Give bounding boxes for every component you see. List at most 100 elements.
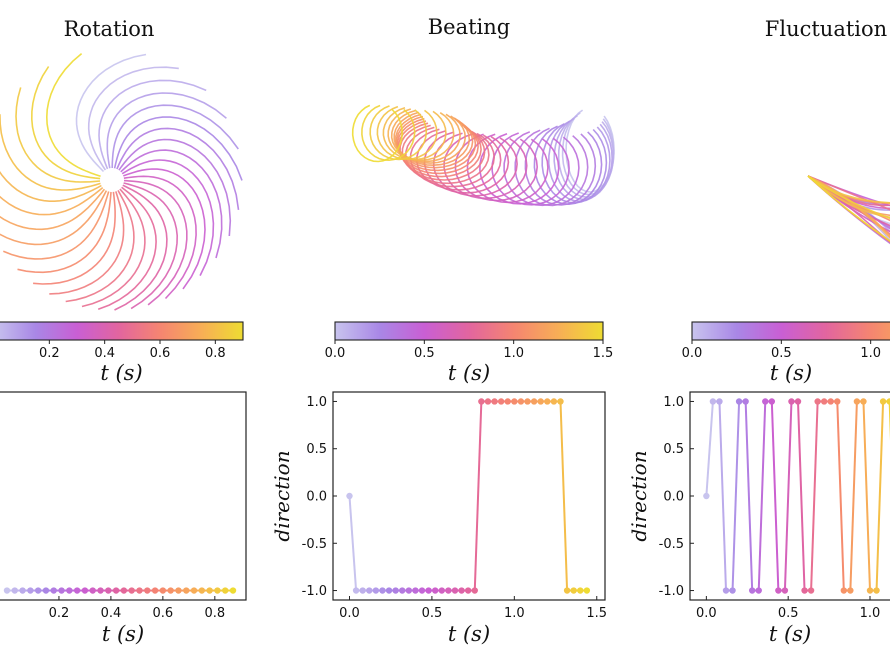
colorbar-tick-label: 0.0 bbox=[682, 346, 703, 361]
direction-point bbox=[229, 587, 237, 594]
x-axis-label: t (s) bbox=[102, 622, 144, 646]
direction-point bbox=[451, 587, 459, 594]
y-tick-label: 0.0 bbox=[306, 490, 327, 505]
trajectory-line bbox=[15, 87, 101, 183]
direction-point bbox=[497, 398, 505, 405]
colorbar-tick-label: 0.8 bbox=[205, 346, 226, 361]
y-tick-label: -1.0 bbox=[302, 584, 327, 599]
x-tick-label: 0.5 bbox=[778, 606, 799, 621]
trajectory-line bbox=[120, 149, 223, 259]
direction-point bbox=[814, 398, 821, 405]
trajectory-line bbox=[491, 132, 570, 206]
x-tick-label: 0.0 bbox=[696, 606, 717, 621]
direction-point bbox=[105, 587, 112, 594]
x-tick-label: 1.5 bbox=[586, 606, 607, 621]
trajectory-line bbox=[116, 127, 240, 211]
x-tick-label: 0.6 bbox=[153, 606, 174, 621]
direction-point bbox=[834, 398, 841, 405]
trajectory-line bbox=[123, 182, 179, 310]
direction-point bbox=[81, 587, 89, 594]
direction-point bbox=[399, 587, 406, 594]
direction-point bbox=[853, 398, 861, 405]
colorbar-tick-label: 1.5 bbox=[593, 346, 614, 361]
direction-point bbox=[524, 398, 531, 405]
trajectory-line bbox=[395, 115, 474, 169]
direction-point bbox=[183, 587, 190, 594]
direction-point bbox=[703, 492, 710, 500]
y-tick-label: -1.0 bbox=[659, 584, 684, 599]
trajectory-line bbox=[0, 188, 106, 231]
direction-point bbox=[716, 398, 723, 405]
trajectory-line bbox=[0, 190, 108, 246]
direction-point bbox=[425, 587, 432, 594]
direction-series-segment bbox=[836, 401, 845, 591]
direction-point bbox=[866, 587, 874, 594]
direction-point bbox=[405, 587, 413, 594]
direction-series-segment bbox=[875, 401, 885, 591]
direction-point bbox=[794, 398, 802, 405]
direction-point bbox=[206, 587, 213, 594]
trajectory-line bbox=[87, 66, 179, 171]
y-tick-label: 0.5 bbox=[306, 442, 327, 457]
trajectory-line bbox=[399, 122, 482, 178]
direction-point bbox=[768, 398, 776, 405]
colorbar-beating: 0.0 0.5 1.0 1.5 t (s) bbox=[325, 321, 614, 385]
x-axis-label: t (s) bbox=[448, 622, 490, 646]
trajectory-line bbox=[106, 92, 227, 169]
trajectory-line bbox=[807, 175, 890, 220]
trajectory-line bbox=[541, 123, 608, 204]
panel-title-rotation: Rotation bbox=[64, 17, 155, 41]
direction-point bbox=[886, 398, 890, 405]
direction-point bbox=[418, 587, 426, 594]
trajectory-line bbox=[454, 133, 539, 202]
trajectory-line bbox=[807, 175, 890, 242]
colorbar-fluctuation: 0.0 0.5 1.0 t (s) bbox=[682, 321, 890, 385]
direction-point bbox=[583, 587, 591, 594]
y-tick-label: 0.0 bbox=[663, 490, 684, 505]
direction-point bbox=[159, 587, 167, 594]
direction-point bbox=[359, 587, 366, 594]
trajectory-line bbox=[45, 52, 101, 178]
direction-series-segment bbox=[783, 401, 793, 591]
direction-point bbox=[167, 587, 174, 594]
colorbar-tick-label: 0.0 bbox=[325, 346, 346, 361]
direction-point bbox=[50, 587, 57, 594]
direction-point bbox=[807, 587, 815, 594]
direction-series-segment bbox=[718, 401, 727, 591]
direction-point bbox=[709, 398, 717, 405]
direction-point bbox=[379, 587, 386, 594]
trajectory-plot-beating bbox=[351, 104, 615, 207]
direction-point bbox=[762, 398, 769, 405]
direction-plot-layer: 0.2 0.4 0.6 0.8 t (s) 0.0 0.5 1.0 1.5 1.0 0.5 0.0 -0… bbox=[0, 391, 890, 646]
colorbar-strip bbox=[0, 321, 244, 341]
y-tick-label: -0.5 bbox=[302, 537, 327, 552]
direction-plot-beating: 0.0 0.5 1.0 1.5 1.0 0.5 0.0 -0.5 -1.0 t (s) direct… bbox=[270, 391, 607, 646]
direction-point bbox=[537, 398, 544, 405]
trajectory-line bbox=[123, 168, 206, 290]
direction-point bbox=[190, 587, 198, 594]
colorbar-tick-label: 0.2 bbox=[39, 346, 60, 361]
direction-point bbox=[517, 398, 525, 405]
direction-point bbox=[175, 587, 182, 594]
y-tick-label: 1.0 bbox=[663, 395, 684, 410]
trajectory-plot-fluctuation bbox=[807, 175, 890, 245]
trajectory-line bbox=[351, 104, 404, 163]
y-axis-label: direction bbox=[627, 450, 651, 541]
direction-point bbox=[458, 587, 465, 594]
trajectory-layer bbox=[0, 52, 890, 311]
direction-point bbox=[742, 398, 749, 405]
direction-point bbox=[66, 587, 73, 594]
direction-point bbox=[120, 587, 128, 594]
trajectory-line bbox=[479, 133, 560, 205]
direction-point bbox=[801, 587, 808, 594]
trajectory-line bbox=[401, 124, 486, 181]
trajectory-line bbox=[404, 126, 490, 185]
direction-point bbox=[352, 587, 360, 594]
direction-point bbox=[73, 587, 81, 594]
direction-plot-rotation: 0.2 0.4 0.6 0.8 t (s) bbox=[0, 391, 247, 646]
colorbar-label: t (s) bbox=[770, 361, 812, 385]
direction-point bbox=[544, 398, 551, 405]
direction-point bbox=[550, 398, 558, 405]
trajectory-line bbox=[75, 53, 147, 173]
